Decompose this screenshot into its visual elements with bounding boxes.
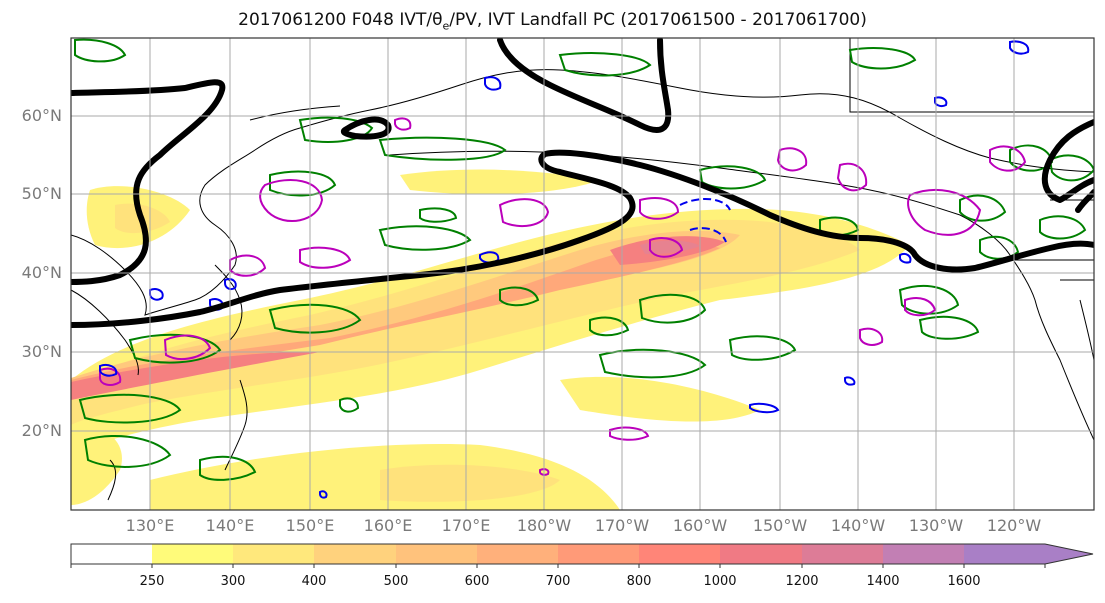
- colorbar-segment-4: [396, 544, 477, 564]
- lat-label-30n: 30°N: [21, 342, 62, 361]
- lon-label-130w: 130°W: [908, 516, 964, 535]
- colorbar-label-800: 800: [626, 574, 652, 589]
- lon-label-140w: 140°W: [830, 516, 886, 535]
- colorbar-label-1600: 1600: [947, 574, 981, 589]
- lon-label-180w: 180°W: [516, 516, 572, 535]
- colorbar-outline: [70, 543, 1094, 565]
- colorbar-label-1400: 1400: [866, 574, 900, 589]
- lat-label-40n: 40°N: [21, 263, 62, 282]
- lon-label-130e: 130°E: [125, 516, 175, 535]
- colorbar-label-300: 300: [220, 574, 246, 589]
- lon-label-170e: 170°E: [441, 516, 491, 535]
- colorbar-segment-1: [152, 544, 233, 564]
- colorbar-label-500: 500: [383, 574, 409, 589]
- colorbar-segment-2: [233, 544, 314, 564]
- colorbar-segment-7: [639, 544, 720, 564]
- colorbar-segment-9: [802, 544, 883, 564]
- colorbar-label-1200: 1200: [785, 574, 819, 589]
- ivt-landfall-pc-contour: [71, 38, 1094, 328]
- lon-label-160w: 160°W: [672, 516, 728, 535]
- colorbar-segment-3: [314, 544, 396, 564]
- colorbar-label-1000: 1000: [703, 574, 737, 589]
- pv-positive-contours: [99, 117, 1027, 476]
- map-frame: [70, 37, 1095, 511]
- lat-label-20n: 20°N: [21, 421, 62, 440]
- lon-label-140e: 140°E: [205, 516, 255, 535]
- colorbar-label-700: 700: [545, 574, 571, 589]
- lon-label-120w: 120°W: [986, 516, 1042, 535]
- colorbar-ticks: [70, 564, 1046, 568]
- lon-label-170w: 170°W: [594, 516, 650, 535]
- lon-label-160e: 160°E: [363, 516, 413, 535]
- colorbar-segment-5: [477, 544, 558, 564]
- lon-label-150w: 150°W: [752, 516, 808, 535]
- lon-label-150e: 150°E: [285, 516, 335, 535]
- colorbar-label-250: 250: [139, 574, 165, 589]
- colorbar-label-600: 600: [464, 574, 490, 589]
- gridlines: [71, 38, 1094, 510]
- colorbar-segment-0: [71, 544, 152, 564]
- theta-e-contours: [74, 38, 1094, 481]
- colorbar-segment-10: [883, 544, 964, 564]
- colorbar-segment-8: [720, 544, 802, 564]
- lat-label-60n: 60°N: [21, 106, 62, 125]
- colorbar-segment-6: [558, 544, 639, 564]
- colorbar: [70, 543, 1094, 568]
- colorbar-segment-11: [964, 544, 1093, 564]
- map-title: 2017061200 F048 IVT/θe/PV, IVT Landfall …: [238, 10, 867, 33]
- colorbar-label-400: 400: [301, 574, 327, 589]
- lat-label-50n: 50°N: [21, 184, 62, 203]
